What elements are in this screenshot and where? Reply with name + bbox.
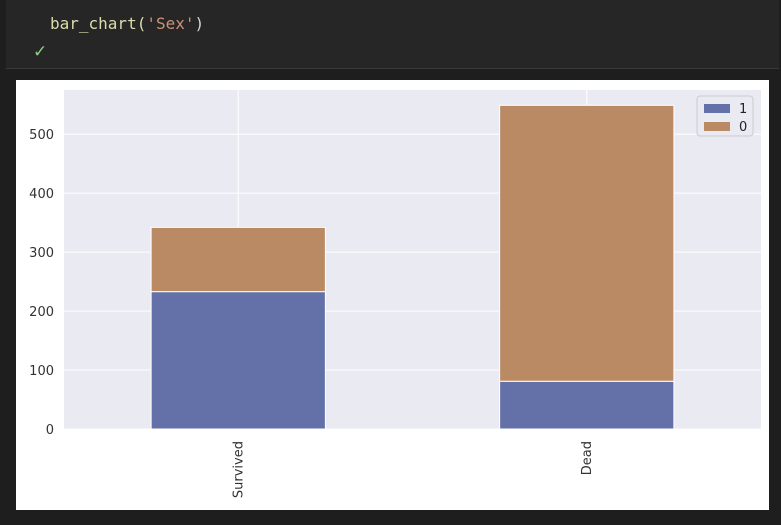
cell-output: 0 100 200 300 400 500 Survived Dead 1 0	[16, 80, 769, 510]
code-function: bar_chart(	[50, 14, 147, 33]
y-tick-label: 100	[29, 364, 54, 379]
success-check-icon: ✓	[33, 42, 48, 62]
code-line[interactable]: bar_chart('Sex')	[50, 13, 204, 35]
legend-swatch	[704, 122, 730, 131]
legend-label: 1	[739, 102, 747, 117]
legend-label: 0	[739, 120, 747, 135]
bar-survived-series-1	[150, 291, 326, 430]
stacked-bar-chart: 0 100 200 300 400 500 Survived Dead 1 0	[29, 90, 761, 498]
y-tick-label: 200	[29, 305, 54, 320]
x-tick-label: Dead	[580, 441, 595, 475]
y-tick-label: 0	[46, 423, 54, 438]
y-tick-label: 400	[29, 187, 54, 202]
legend-swatch	[704, 104, 730, 113]
code-cell[interactable]: bar_chart('Sex') ✓	[6, 0, 779, 69]
bar-dead-series-1	[499, 380, 675, 430]
bar-dead-series-0	[499, 104, 675, 382]
x-tick-label: Survived	[231, 441, 246, 498]
y-tick-label: 300	[29, 246, 54, 261]
code-argument: 'Sex'	[146, 14, 195, 33]
bar-survived-series-0	[150, 226, 326, 293]
y-tick-label: 500	[29, 128, 54, 143]
code-close-paren: )	[194, 14, 205, 33]
